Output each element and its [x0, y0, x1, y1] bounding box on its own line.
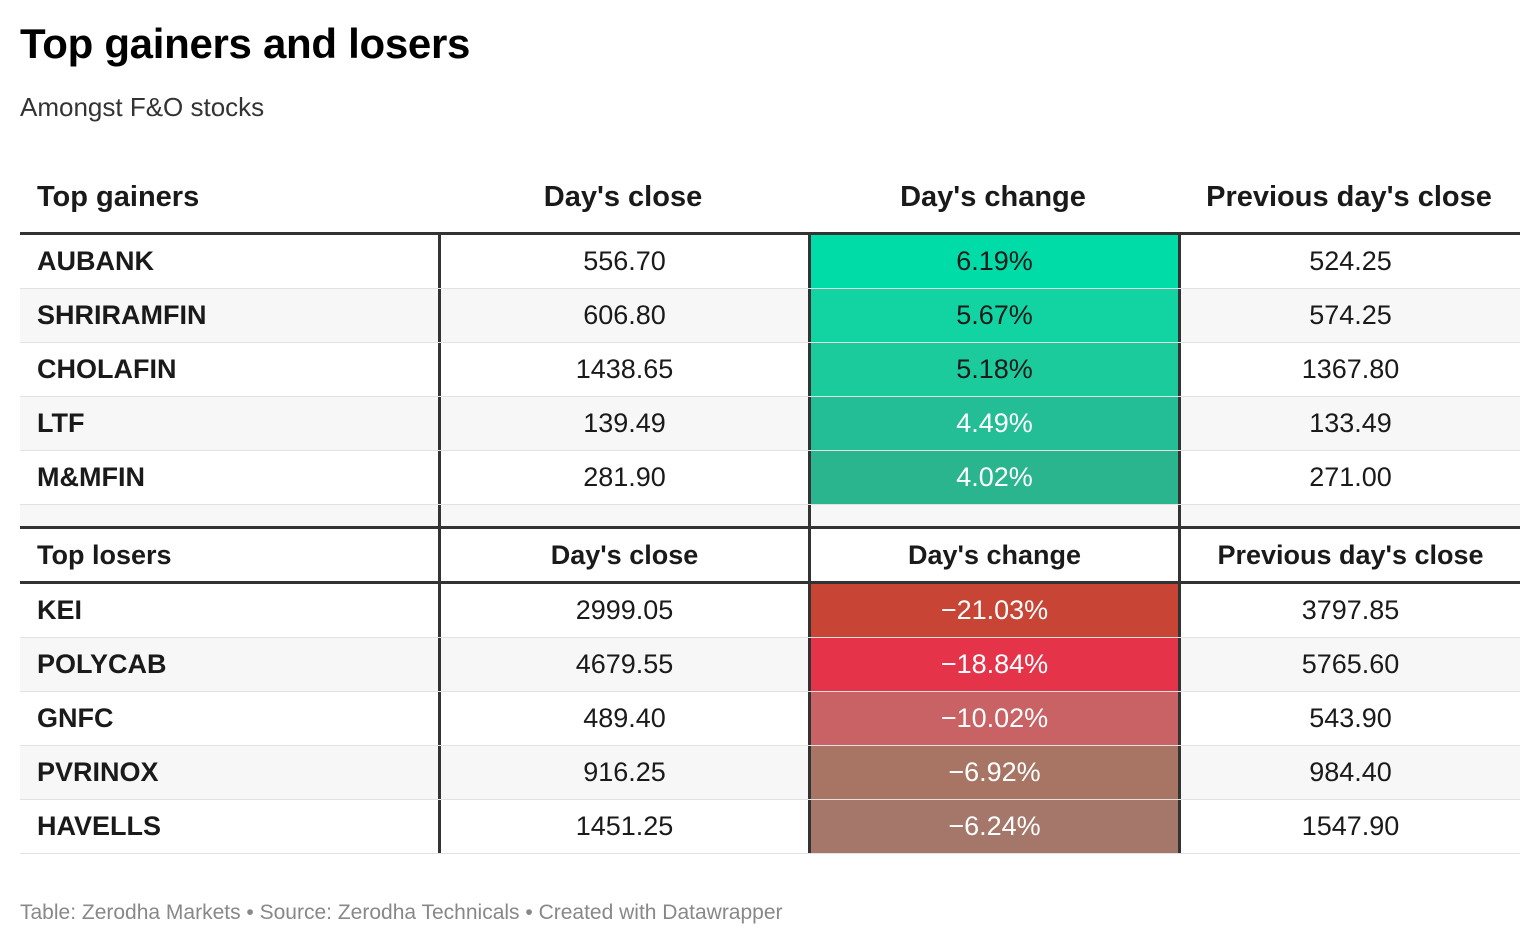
gainer-name-cell: CHOLAFIN [37, 354, 177, 384]
gainer-change-cell: 5.18% [808, 343, 1178, 396]
loser-prev-cell: 543.90 [1178, 692, 1520, 745]
gainer-close-cell: 139.49 [438, 397, 808, 450]
loser-prev-cell: 3797.85 [1178, 584, 1520, 637]
loser-name-cell: KEI [37, 595, 83, 625]
gainer-close-cell: 1438.65 [438, 343, 808, 396]
gainer-change-cell: 4.02% [808, 451, 1178, 504]
loser-change-cell: −21.03% [808, 584, 1178, 637]
loser-prev-cell: 1547.90 [1178, 800, 1520, 853]
loser-change-cell: −6.24% [808, 800, 1178, 853]
gainer-name-cell: AUBANK [37, 246, 154, 276]
gainer-change-cell: 6.19% [808, 235, 1178, 288]
gainers-body: AUBANK 556.70 6.19% 524.25 SHRIRAMFIN 606.80 5… [20, 235, 1520, 505]
gainers-header-change: Day's change [900, 181, 1086, 213]
gainer-row: CHOLAFIN 1438.65 5.18% 1367.80 [20, 343, 1520, 397]
loser-name-cell: HAVELLS [37, 811, 162, 841]
losers-header-prev: Previous day's close [1178, 529, 1520, 581]
gainer-name-cell: M&MFIN [37, 462, 145, 492]
spacer-cell [808, 505, 1178, 526]
gainer-row: LTF 139.49 4.49% 133.49 [20, 397, 1520, 451]
gainer-close-cell: 281.90 [438, 451, 808, 504]
losers-body: KEI 2999.05 −21.03% 3797.85 POLYCAB 4679.55 −1… [20, 584, 1520, 854]
loser-row: POLYCAB 4679.55 −18.84% 5765.60 [20, 638, 1520, 692]
loser-row: PVRINOX 916.25 −6.92% 984.40 [20, 746, 1520, 800]
gainer-change-cell: 5.67% [808, 289, 1178, 342]
loser-row: HAVELLS 1451.25 −6.24% 1547.90 [20, 800, 1520, 854]
loser-row: GNFC 489.40 −10.02% 543.90 [20, 692, 1520, 746]
gainer-row: M&MFIN 281.90 4.02% 271.00 [20, 451, 1520, 505]
loser-change-cell: −6.92% [808, 746, 1178, 799]
chart-subtitle: Amongst F&O stocks [20, 92, 265, 122]
gainers-header-prev: Previous day's close [1206, 181, 1492, 213]
loser-name-cell: PVRINOX [37, 757, 159, 787]
gainer-row: SHRIRAMFIN 606.80 5.67% 574.25 [20, 289, 1520, 343]
gainer-close-cell: 606.80 [438, 289, 808, 342]
losers-header-change: Day's change [808, 529, 1178, 581]
gainer-name-cell: SHRIRAMFIN [37, 300, 207, 330]
gainer-prev-cell: 271.00 [1178, 451, 1520, 504]
losers-header-close: Day's close [438, 529, 808, 581]
gainers-header-row: Top gainers Day's close Day's change Pre… [20, 163, 1520, 235]
loser-close-cell: 489.40 [438, 692, 808, 745]
gainers-header-close: Day's close [543, 181, 703, 213]
chart-title: Top gainers and losers [20, 20, 471, 67]
data-table: Top gainers Day's close Day's change Pre… [20, 163, 1520, 854]
spacer-cell [20, 505, 438, 526]
spacer-cell [438, 505, 808, 526]
gainer-change-cell: 4.49% [808, 397, 1178, 450]
loser-change-cell: −18.84% [808, 638, 1178, 691]
gainer-prev-cell: 524.25 [1178, 235, 1520, 288]
loser-close-cell: 1451.25 [438, 800, 808, 853]
losers-header-name: Top losers [37, 539, 172, 570]
chart-footer: Table: Zerodha Markets • Source: Zerodha… [20, 901, 783, 924]
loser-prev-cell: 5765.60 [1178, 638, 1520, 691]
gainer-prev-cell: 1367.80 [1178, 343, 1520, 396]
loser-name-cell: GNFC [37, 703, 114, 733]
gainer-prev-cell: 133.49 [1178, 397, 1520, 450]
gainer-row: AUBANK 556.70 6.19% 524.25 [20, 235, 1520, 289]
gainer-prev-cell: 574.25 [1178, 289, 1520, 342]
loser-close-cell: 916.25 [438, 746, 808, 799]
loser-name-cell: POLYCAB [37, 649, 167, 679]
gainer-close-cell: 556.70 [438, 235, 808, 288]
loser-prev-cell: 984.40 [1178, 746, 1520, 799]
gainer-name-cell: LTF [37, 408, 85, 438]
loser-close-cell: 2999.05 [438, 584, 808, 637]
section-spacer [20, 505, 1520, 526]
loser-close-cell: 4679.55 [438, 638, 808, 691]
spacer-cell [1178, 505, 1520, 526]
loser-change-cell: −10.02% [808, 692, 1178, 745]
gainers-header-name: Top gainers [37, 181, 200, 213]
loser-row: KEI 2999.05 −21.03% 3797.85 [20, 584, 1520, 638]
losers-header-row: Top losers Day's close Day's change Prev… [20, 526, 1520, 584]
